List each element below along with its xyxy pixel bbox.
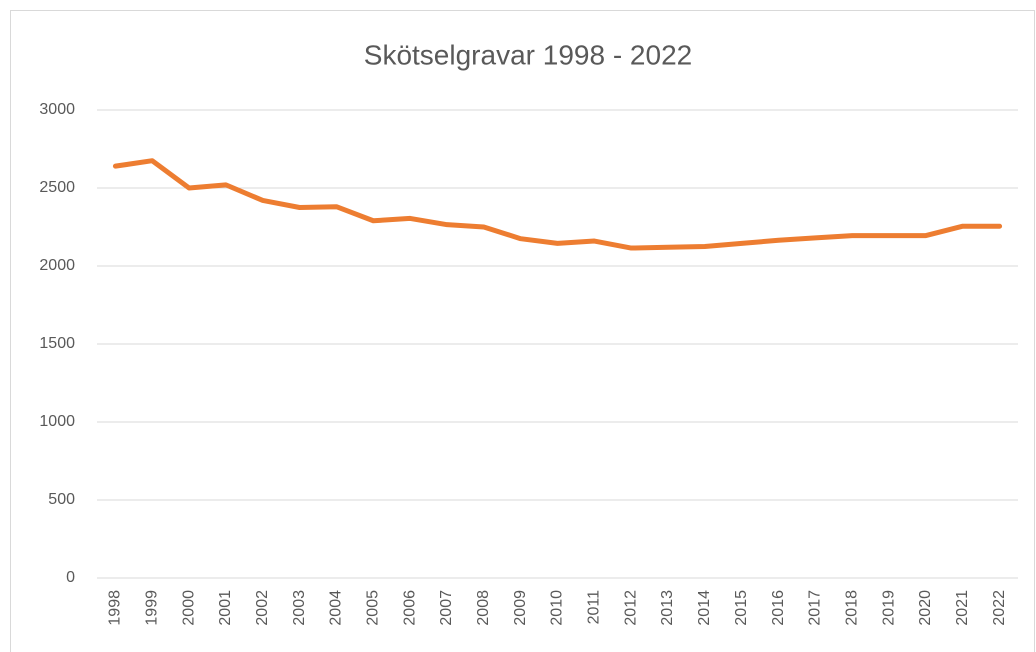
y-tick-label: 0 <box>66 569 75 586</box>
x-tick-label: 2001 <box>217 590 234 626</box>
y-tick-label: 3000 <box>39 101 75 118</box>
y-tick-label: 2500 <box>39 179 75 196</box>
x-tick-label: 2015 <box>733 590 750 626</box>
x-tick-label: 2019 <box>880 590 897 626</box>
y-tick-label: 1500 <box>39 335 75 352</box>
y-tick-label: 1000 <box>39 413 75 430</box>
x-tick-label: 2006 <box>401 590 418 626</box>
x-tick-label: 2012 <box>622 590 639 626</box>
x-tick-label: 2009 <box>512 590 529 626</box>
x-tick-label: 2002 <box>254 590 271 626</box>
y-tick-label: 500 <box>48 491 75 508</box>
x-tick-label: 2010 <box>549 590 566 626</box>
x-tick-label: 2017 <box>807 590 824 626</box>
chart-border <box>10 10 1035 652</box>
x-tick-label: 2020 <box>917 590 934 626</box>
x-tick-label: 2014 <box>696 590 713 626</box>
line-series <box>112 158 1003 251</box>
x-tick-label: 2016 <box>770 590 787 626</box>
y-tick-label: 2000 <box>39 257 75 274</box>
x-tick-label: 1998 <box>107 590 124 626</box>
x-tick-label: 2007 <box>438 590 455 626</box>
x-tick-label: 2004 <box>328 590 345 626</box>
x-tick-label: 1999 <box>143 590 160 626</box>
x-tick-label: 2008 <box>475 590 492 626</box>
x-tick-label: 2021 <box>954 590 971 626</box>
x-tick-label: 2003 <box>291 590 308 626</box>
x-tick-label: 2013 <box>659 590 676 626</box>
x-tick-label: 2005 <box>365 590 382 626</box>
x-tick-label: 2011 <box>586 590 603 625</box>
x-tick-label: 2022 <box>991 590 1008 626</box>
x-tick-label: 2000 <box>180 590 197 626</box>
x-tick-label: 2018 <box>843 590 860 626</box>
chart-title: Skötselgravar 1998 - 2022 <box>364 39 692 70</box>
